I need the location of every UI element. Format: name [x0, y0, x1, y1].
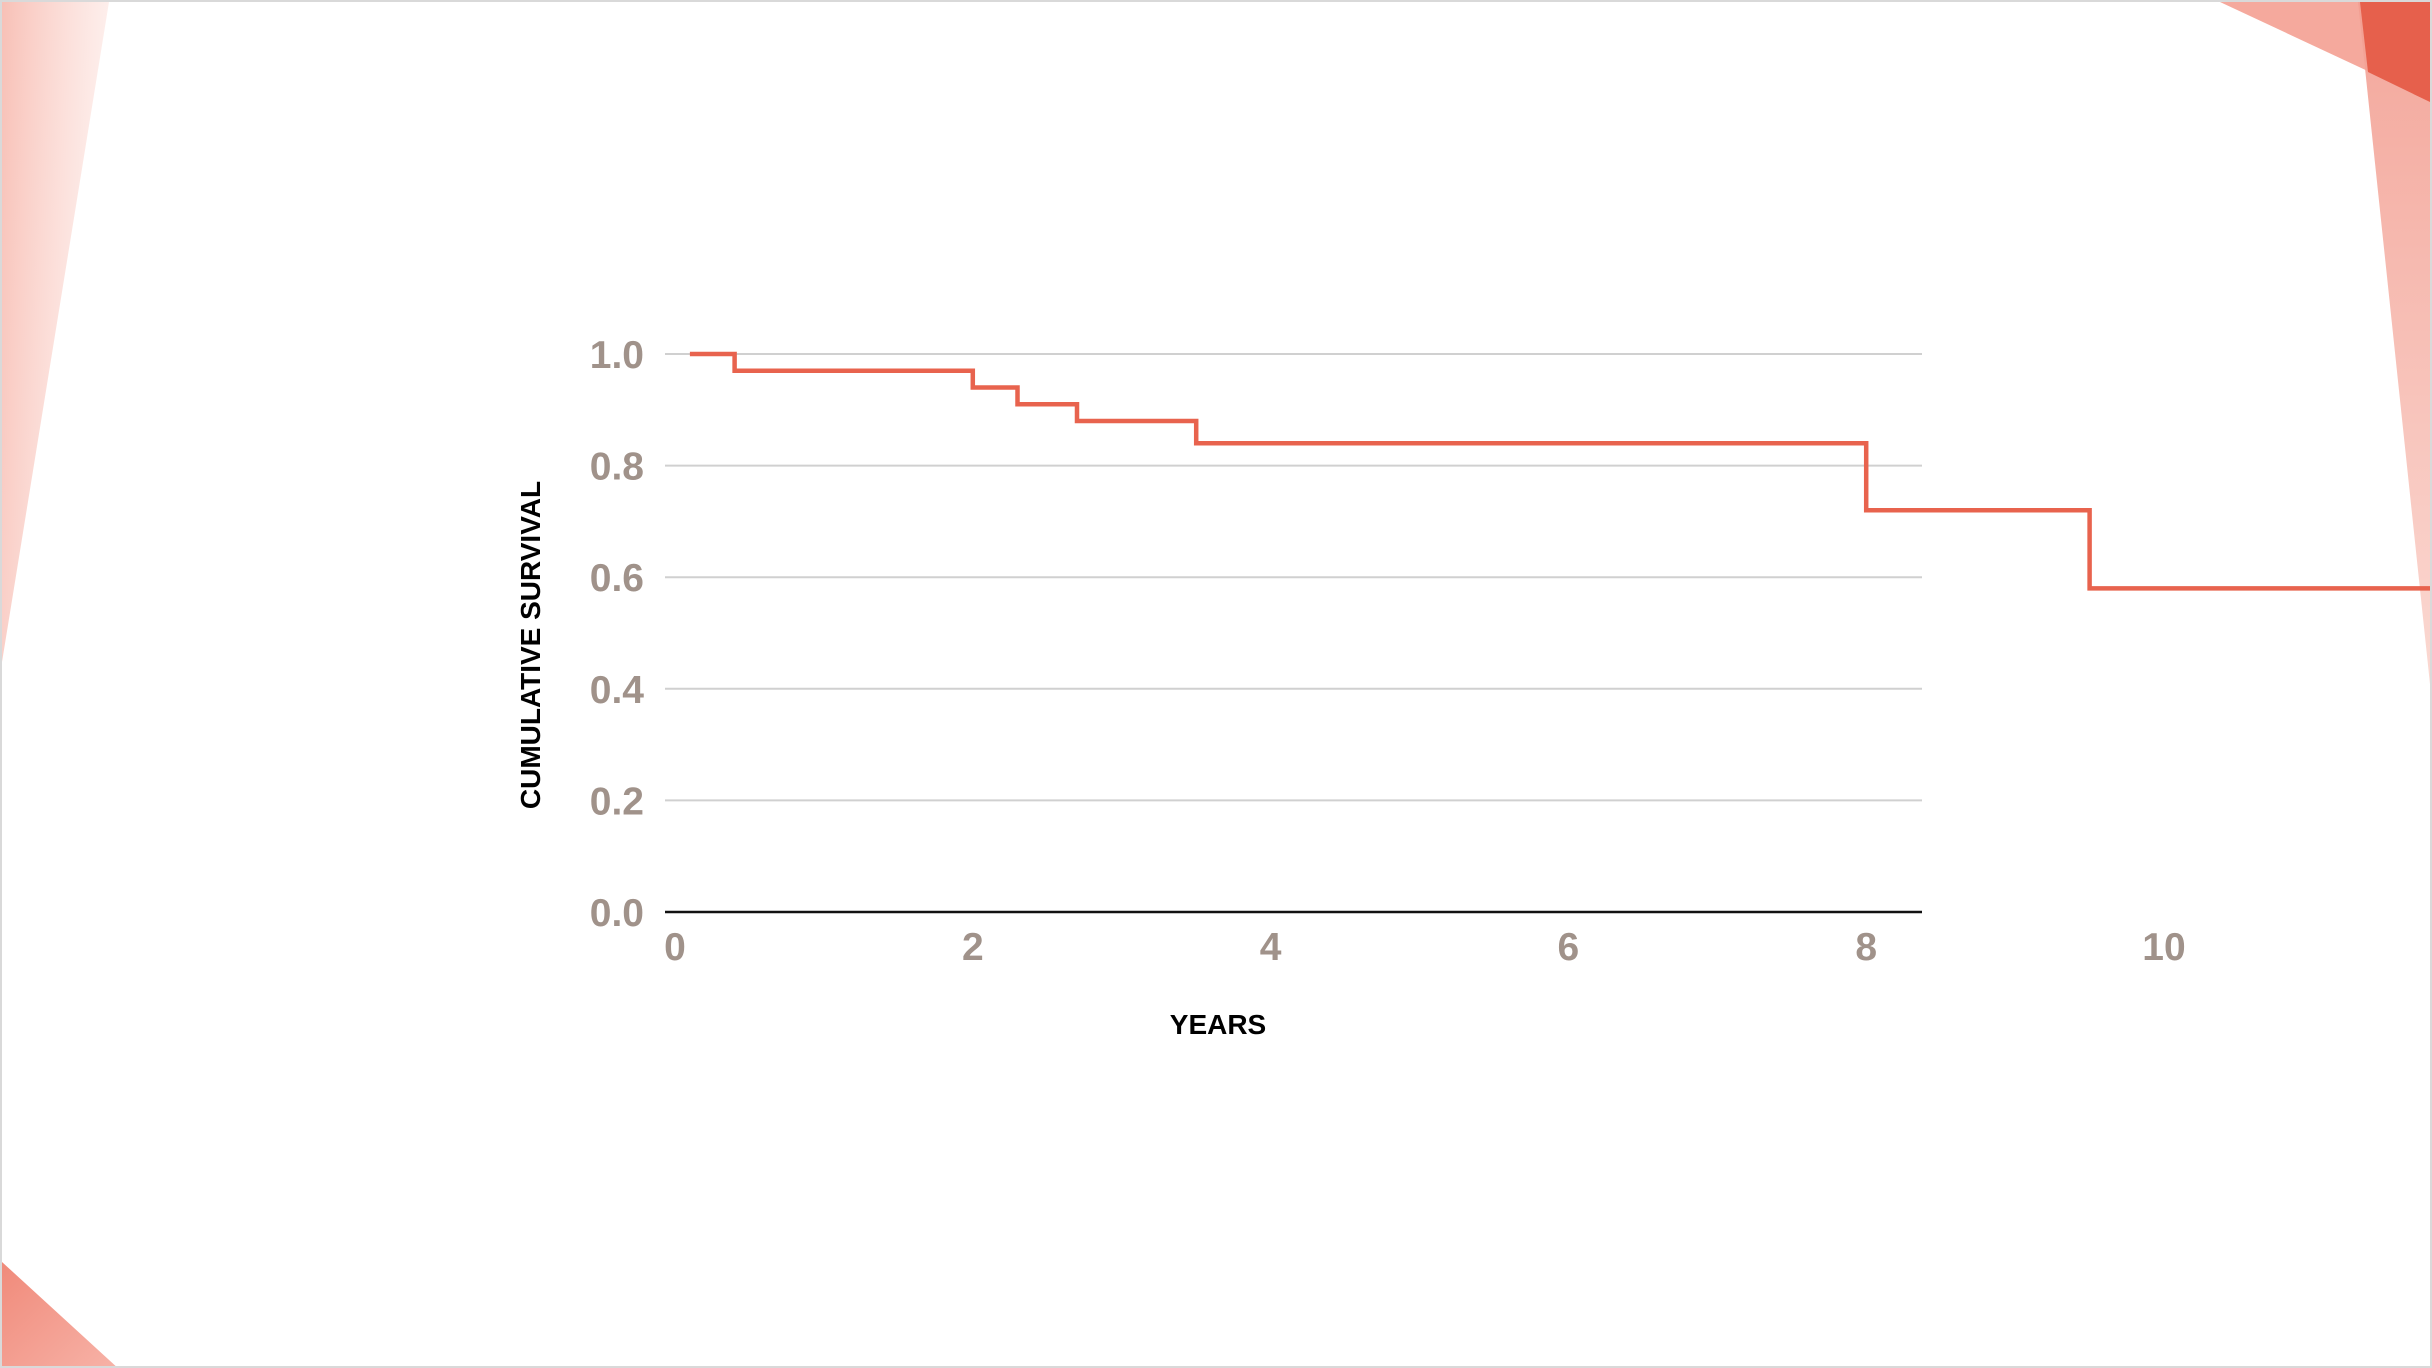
x-tick-labels: 0246810121416	[664, 926, 2186, 969]
y-tick-label: 0.0	[590, 892, 644, 935]
series-group	[689, 351, 2430, 591]
x-axis-title: YEARS	[1170, 1009, 1266, 1040]
y-tick-label: 0.6	[590, 557, 644, 600]
x-tick-label: 6	[1558, 926, 1580, 969]
y-tick-labels: 0.0 0.2 0.4 0.6 0.8 1.0	[590, 334, 645, 935]
x-tick-label: 8	[1855, 926, 1877, 969]
decor-bottom-left-shape	[2, 1262, 116, 1366]
y-tick-label: 0.4	[590, 669, 645, 712]
y-tick-label: 1.0	[590, 334, 644, 377]
decor-left-shape	[2, 2, 109, 662]
grid-lines	[665, 353, 1922, 802]
survival-series-line	[689, 351, 2430, 591]
decor-right-shape	[2358, 2, 2430, 685]
y-axis-title: CUMULATIVE SURVIVAL	[515, 481, 546, 809]
x-tick-label: 0	[664, 926, 686, 969]
y-tick-label: 0.8	[590, 446, 644, 489]
y-tick-label: 0.2	[590, 780, 644, 823]
x-tick-label: 4	[1260, 926, 1282, 969]
decor-top-right-dark-shape	[2360, 2, 2430, 103]
x-tick-label: 10	[2142, 926, 2185, 969]
x-tick-label: 2	[962, 926, 984, 969]
